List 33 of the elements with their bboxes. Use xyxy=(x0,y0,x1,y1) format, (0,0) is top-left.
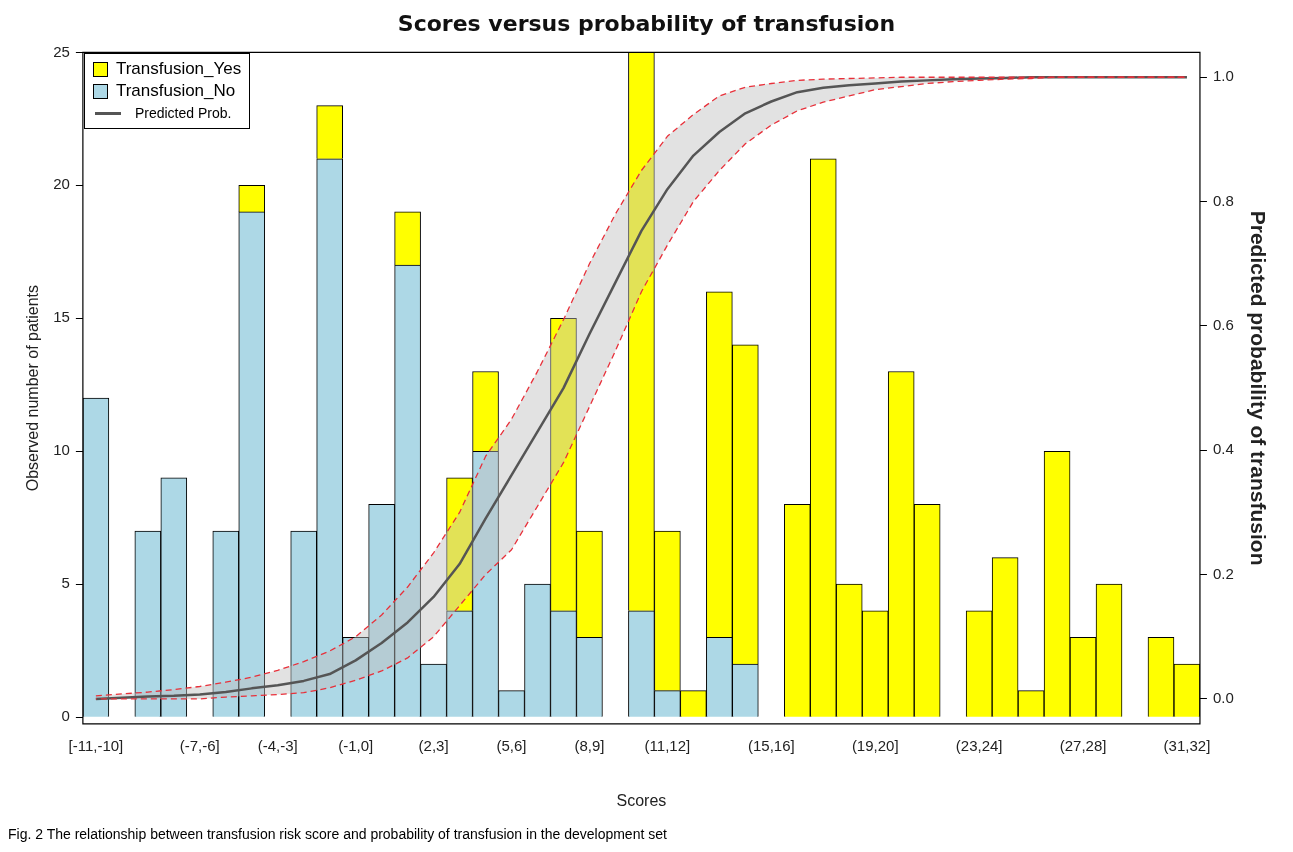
x-tick-label: (11,12] xyxy=(644,736,691,754)
legend-label: Transfusion_No xyxy=(115,80,236,103)
x-tick-label: (2,3] xyxy=(418,736,449,754)
y2-tick-label: 1.0 xyxy=(1212,67,1234,85)
legend-label: Predicted Prob. xyxy=(134,104,232,124)
y-tick-label: 0 xyxy=(61,707,70,725)
x-tick-label: (19,20] xyxy=(851,736,899,754)
y-axis-title: Observed number of patients xyxy=(24,284,42,492)
x-tick-label: (-1,0] xyxy=(338,736,374,754)
x-tick-label: (15,16] xyxy=(747,736,795,754)
y-tick-label: 10 xyxy=(53,441,70,459)
x-axis-title: Scores xyxy=(616,791,667,809)
y2-axis-title: Predicted probability of transfusion xyxy=(1246,210,1270,566)
x-tick-label: (23,24] xyxy=(955,736,1003,754)
y2-tick-label: 0.0 xyxy=(1212,689,1234,707)
y2-tick-label: 0.4 xyxy=(1212,440,1234,458)
y-tick-label: 15 xyxy=(53,308,70,326)
y-tick-label: 5 xyxy=(61,574,70,592)
y2-tick-label: 0.2 xyxy=(1212,564,1234,582)
y-tick-label: 25 xyxy=(53,42,70,60)
x-tick-label: (5,6] xyxy=(496,736,527,754)
y2-tick-label: 0.8 xyxy=(1212,191,1234,209)
x-tick-label: (-7,-6] xyxy=(179,736,220,754)
x-tick-label: (8,9] xyxy=(574,736,605,754)
y-tick-label: 20 xyxy=(53,175,70,193)
x-tick-label: (31,32] xyxy=(1163,736,1211,754)
legend-label: Transfusion_Yes xyxy=(115,58,242,81)
chart-title: Scores versus probability of transfusion xyxy=(397,10,896,36)
x-tick-label: (-4,-3] xyxy=(257,736,298,754)
x-tick-label: [-11,-10] xyxy=(68,736,124,754)
caption: Fig. 2 The relationship between transfusion risk score and probability of transfusion in the development set xyxy=(8,826,667,842)
x-tick-label: (27,28] xyxy=(1059,736,1107,754)
y2-tick-label: 0.6 xyxy=(1212,316,1234,334)
